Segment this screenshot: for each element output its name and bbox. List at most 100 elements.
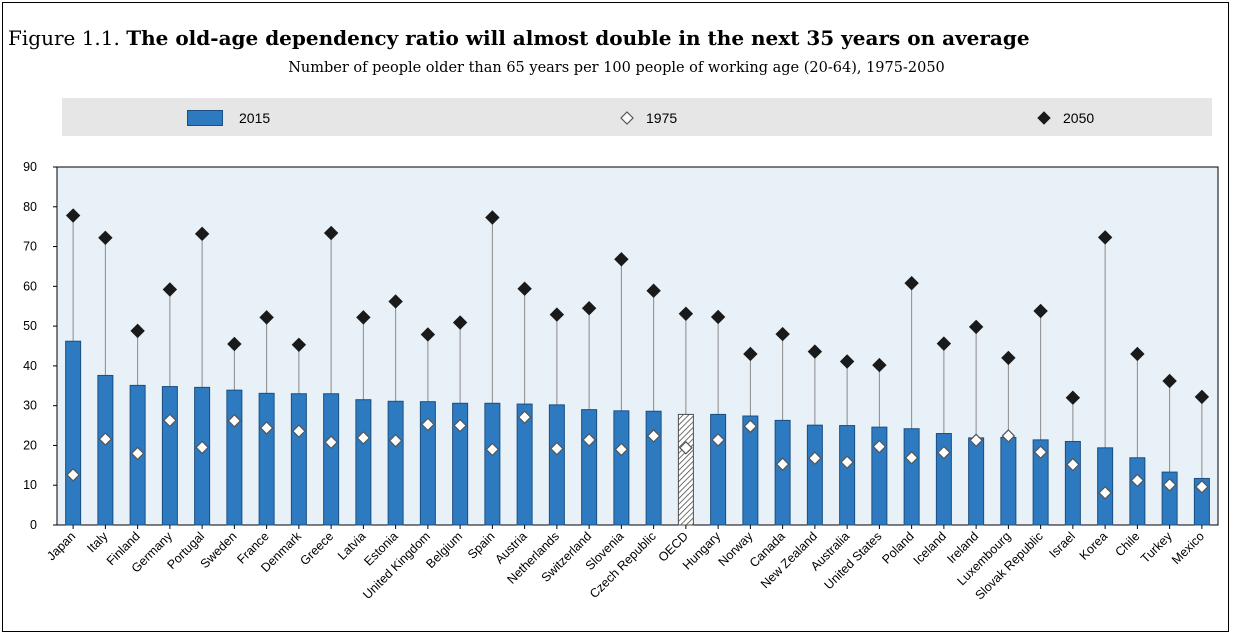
marker-2050 bbox=[872, 357, 887, 373]
marker-2050 bbox=[1162, 373, 1177, 389]
marker-1975 bbox=[259, 421, 274, 435]
marker-2050 bbox=[1097, 230, 1113, 245]
marker-1975 bbox=[163, 413, 177, 428]
marker-1975 bbox=[1195, 479, 1209, 494]
marker-1975 bbox=[646, 429, 661, 443]
marker-1975 bbox=[388, 433, 403, 448]
marker-1975 bbox=[840, 455, 854, 469]
marker-1975 bbox=[679, 440, 693, 455]
marker-1975 bbox=[130, 446, 145, 461]
figure-number: Figure 1.1. bbox=[8, 26, 120, 50]
marker-1975 bbox=[614, 442, 629, 457]
x-tick-label: Poland bbox=[879, 529, 916, 566]
marker-1975 bbox=[808, 451, 822, 466]
y-tick-label: 50 bbox=[23, 319, 37, 333]
marker-1975 bbox=[517, 410, 532, 425]
x-tick-label: Israel bbox=[1046, 529, 1078, 561]
bar-2015 bbox=[677, 413, 694, 526]
bar-2015 bbox=[194, 386, 211, 526]
bar-2015 bbox=[355, 399, 372, 526]
bar-2015 bbox=[1000, 436, 1017, 526]
x-tick-label: Italy bbox=[84, 529, 111, 556]
marker-1975 bbox=[1098, 485, 1112, 500]
x-tick-label: Turkey bbox=[1138, 529, 1175, 566]
open-diamond-icon bbox=[620, 111, 634, 125]
bar-2015 bbox=[65, 340, 82, 526]
marker-2050 bbox=[549, 307, 565, 322]
marker-2050 bbox=[1065, 390, 1081, 405]
figure-subtitle: Number of people older than 65 years per… bbox=[288, 60, 945, 76]
bar-2015 bbox=[323, 393, 340, 526]
marker-1975 bbox=[582, 433, 596, 447]
bar-2015 bbox=[258, 392, 275, 526]
bar-2015 bbox=[806, 424, 823, 526]
marker-1975 bbox=[937, 445, 951, 460]
bar-2015 bbox=[387, 400, 404, 526]
y-tick-label: 0 bbox=[30, 518, 37, 532]
marker-2050 bbox=[485, 210, 500, 225]
plot-area bbox=[56, 166, 1219, 526]
marker-1975 bbox=[872, 439, 887, 454]
bar-2015 bbox=[484, 402, 501, 526]
x-tick-label: Greece bbox=[297, 529, 336, 568]
legend-item-2015: 2015 bbox=[187, 108, 270, 128]
legend-item-2050: 2050 bbox=[1037, 108, 1094, 128]
legend-label-2015: 2015 bbox=[239, 110, 271, 126]
marker-1975 bbox=[1130, 473, 1145, 488]
marker-1975 bbox=[1001, 429, 1016, 443]
marker-1975 bbox=[743, 419, 758, 434]
bar-2015 bbox=[581, 409, 598, 526]
x-tick-label: Iceland bbox=[911, 529, 949, 567]
marker-2050 bbox=[162, 282, 178, 297]
marker-2050 bbox=[227, 336, 242, 352]
marker-2050 bbox=[968, 319, 984, 335]
bar-2015 bbox=[613, 410, 630, 526]
marker-1975 bbox=[904, 450, 919, 465]
legend-label-1975: 1975 bbox=[646, 110, 678, 126]
bar-2015 bbox=[548, 404, 565, 526]
marker-2050 bbox=[1194, 389, 1210, 405]
marker-1975 bbox=[711, 433, 725, 447]
bar-2015 bbox=[1064, 440, 1081, 526]
bar-2015 bbox=[161, 386, 178, 526]
y-tick-label: 20 bbox=[23, 438, 37, 452]
marker-2050 bbox=[678, 306, 694, 321]
marker-2050 bbox=[904, 275, 919, 291]
marker-2050 bbox=[743, 346, 758, 362]
marker-2050 bbox=[646, 283, 661, 298]
x-tick-label: Belgium bbox=[423, 529, 465, 571]
marker-2050 bbox=[130, 323, 145, 339]
marker-2050 bbox=[1130, 346, 1145, 362]
marker-1975 bbox=[1033, 445, 1048, 460]
legend-item-1975: 1975 bbox=[620, 108, 677, 128]
marker-1975 bbox=[969, 433, 983, 448]
legend-label-2050: 2050 bbox=[1063, 110, 1095, 126]
marker-1975 bbox=[485, 442, 500, 457]
bar-2015 bbox=[290, 393, 307, 526]
filled-diamond-icon bbox=[1037, 111, 1051, 125]
marker-2050 bbox=[775, 326, 790, 342]
marker-2050 bbox=[291, 337, 307, 353]
marker-1975 bbox=[195, 440, 209, 455]
y-tick-label: 30 bbox=[23, 399, 37, 413]
x-tick-label: Mexico bbox=[1169, 529, 1207, 567]
x-tick-label: Japan bbox=[44, 529, 78, 563]
y-tick-label: 70 bbox=[23, 240, 37, 254]
marker-2050 bbox=[388, 294, 403, 309]
marker-1975 bbox=[453, 418, 467, 433]
legend-bar-swatch bbox=[187, 110, 223, 126]
marker-1975 bbox=[775, 457, 790, 471]
marker-2050 bbox=[581, 301, 597, 316]
y-tick-label: 80 bbox=[23, 200, 37, 214]
bar-2015 bbox=[710, 413, 727, 526]
marker-2050 bbox=[517, 281, 532, 296]
y-tick-label: 60 bbox=[23, 279, 37, 293]
y-tick-label: 40 bbox=[23, 359, 37, 373]
marker-2050 bbox=[1033, 303, 1048, 319]
y-tick-label: 10 bbox=[23, 478, 37, 492]
bar-2015 bbox=[839, 425, 856, 526]
marker-1975 bbox=[66, 468, 80, 482]
marker-2050 bbox=[710, 309, 726, 325]
marker-2050 bbox=[614, 252, 629, 267]
